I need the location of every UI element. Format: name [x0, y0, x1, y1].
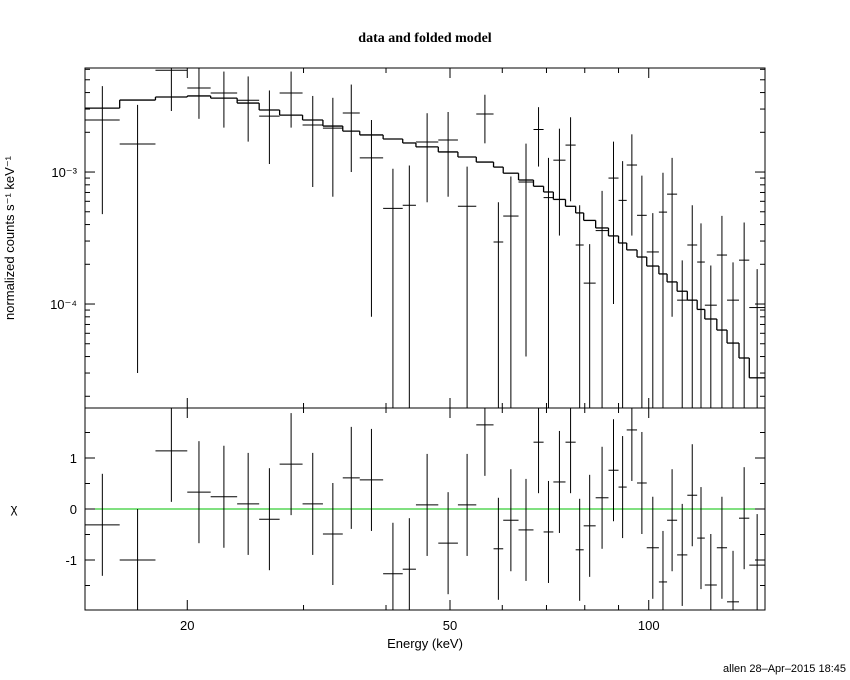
plot-area: [85, 408, 765, 610]
x-tick-label: 100: [638, 618, 660, 633]
y-tick-label: 0: [70, 502, 77, 517]
y-axis-label: χ: [11, 501, 18, 516]
x-tick-label: 20: [180, 618, 194, 633]
y-tick-label: 1: [70, 451, 77, 466]
plot-area: [85, 68, 765, 408]
chart-title: data and folded model: [358, 31, 492, 46]
y-tick-label: -1: [65, 553, 77, 568]
y-tick-label: 10⁻⁴: [50, 297, 77, 312]
x-tick-label: 50: [443, 618, 457, 633]
y-axis-label: normalized counts s⁻¹ keV⁻¹: [2, 155, 17, 320]
y-tick-label: 10⁻³: [51, 165, 77, 180]
footer: allen 28–Apr–2015 18:45: [723, 663, 846, 675]
x-axis-label: Energy (keV): [387, 636, 463, 651]
